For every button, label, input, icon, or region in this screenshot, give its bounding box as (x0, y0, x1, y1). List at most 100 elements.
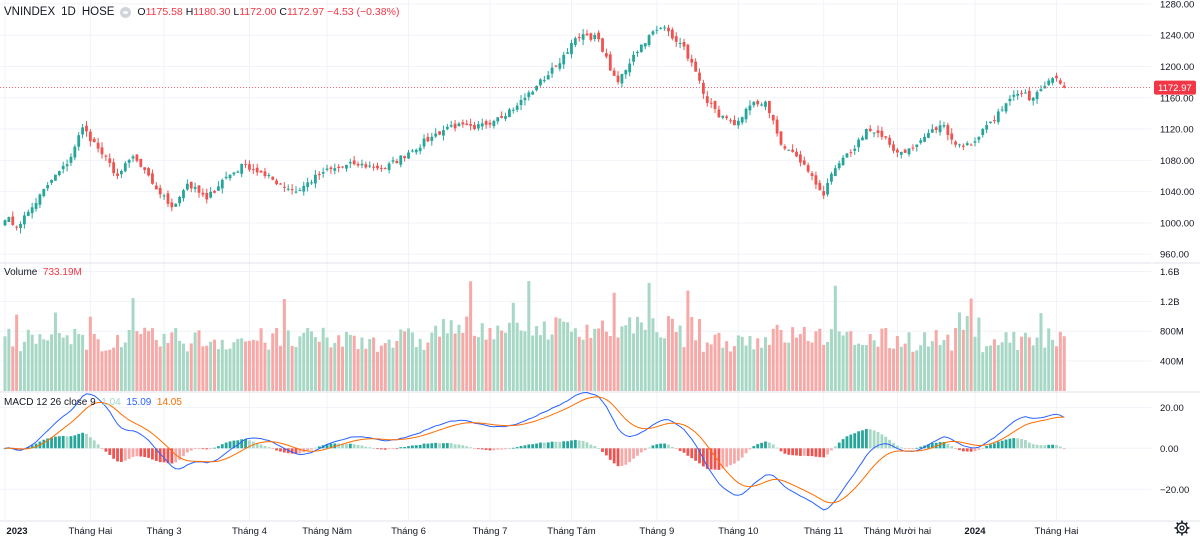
candle-body (791, 149, 795, 152)
macd-hist-bar (104, 448, 108, 452)
macd-hist-bar (996, 441, 1000, 449)
candle-body (337, 166, 341, 169)
macd-hist-bar (364, 446, 368, 449)
volume-bar (899, 346, 903, 391)
candle-body (1020, 92, 1023, 94)
candle-body (531, 91, 535, 95)
candle-body (934, 127, 938, 131)
macd-hist-bar (306, 448, 310, 451)
macd-hist-bar (1024, 440, 1027, 449)
candle-body (771, 115, 775, 121)
candle-body (961, 145, 965, 147)
volume-bar (341, 346, 345, 391)
macd-hist-bar (993, 443, 996, 449)
candle-body (26, 211, 30, 216)
candle-body (387, 163, 391, 170)
volume-bar (577, 336, 581, 391)
volume-bar (957, 312, 961, 391)
candle-body (449, 125, 453, 127)
macd-hist-bar (30, 445, 34, 449)
macd-hist-bar (942, 441, 946, 449)
macd-hist-bar (632, 448, 635, 459)
volume-bar (907, 332, 911, 391)
macd-hist-bar (209, 448, 213, 450)
macd-hist-bar (636, 448, 639, 456)
volume-bar (519, 330, 523, 391)
macd-hist-bar (740, 448, 744, 458)
volume-bar (515, 322, 519, 391)
volume-bar (147, 331, 151, 391)
volume-bar (368, 339, 372, 391)
eye-icon[interactable] (120, 6, 132, 18)
macd-hist-bar (907, 448, 911, 450)
volume-bar (383, 343, 387, 391)
symbol-name[interactable]: VNINDEX (4, 6, 56, 18)
volume-bar (678, 325, 682, 391)
macd-hist-bar (166, 448, 170, 464)
gear-icon[interactable] (1174, 520, 1190, 536)
candle-body (166, 193, 170, 204)
macd-histogram (3, 428, 1066, 470)
candle-body (209, 191, 213, 198)
interval-label[interactable]: 1D (61, 6, 76, 18)
macd-hist-bar (154, 448, 158, 461)
macd-hist-bar (50, 437, 53, 449)
macd-hist-bar (605, 448, 608, 456)
high-value: 1180.30 (193, 6, 231, 18)
time-axis: 2023 Tháng Hai Tháng 3 Tháng 4 Tháng Năm Thán… (6, 526, 1078, 537)
volume-bar (826, 341, 830, 391)
candle-body (876, 130, 880, 134)
macd-hist-bar (570, 440, 573, 449)
volume-bar (589, 337, 593, 391)
volume-bar (472, 335, 476, 391)
macd-hist-bar (1051, 444, 1054, 449)
volume-bar (895, 335, 899, 391)
volume-bar (663, 338, 667, 391)
macd-title: MACD 12 26 close 9 (4, 397, 96, 408)
candle-body (3, 220, 7, 226)
volume-bar (961, 329, 965, 391)
candle-body (430, 136, 434, 141)
candle-body (682, 42, 686, 47)
change-value: −4.53 (−0.38%) (327, 6, 400, 18)
candle-body (345, 164, 348, 169)
macd-hist-bar (232, 440, 236, 449)
volume-bar (38, 334, 42, 391)
candle-body (201, 192, 205, 195)
volume-bar (313, 337, 317, 391)
volume-bar (209, 341, 213, 391)
volume-bar (1054, 346, 1058, 391)
volume-bar (61, 337, 65, 391)
volume-bar (969, 298, 973, 391)
candle-body (996, 111, 1000, 123)
candle-body (465, 123, 469, 125)
candle-body (736, 120, 740, 126)
macd-hist-bar (539, 442, 542, 449)
candle-body (333, 168, 337, 171)
macd-hist-bar (958, 448, 961, 451)
volume-bar (822, 344, 826, 391)
candle-body (484, 121, 488, 125)
candle-body (775, 119, 779, 134)
volume-bar (364, 348, 368, 391)
candle-body (135, 154, 139, 161)
volume-bar (205, 345, 209, 391)
volume-bar (414, 347, 418, 391)
volume-bar (659, 337, 663, 391)
macd-hist-bar (511, 447, 515, 449)
candle-body (30, 207, 34, 214)
volume-bar (566, 322, 570, 391)
macd-hist-bar (985, 445, 989, 449)
macd-hist-bar (54, 436, 57, 449)
candle-body (42, 189, 46, 197)
macd-hist-bar (3, 448, 7, 450)
volume-bar (403, 331, 407, 391)
chart-legend: VNINDEX 1D HOSE O1175.58 H1180.30 L1172.… (4, 5, 399, 19)
volume-bar (655, 332, 659, 391)
macd-hist-bar (395, 448, 399, 450)
volume-bar (992, 339, 996, 391)
volume-bar (73, 328, 77, 391)
macd-hist-bar (655, 444, 659, 449)
volume-bar (69, 344, 73, 391)
